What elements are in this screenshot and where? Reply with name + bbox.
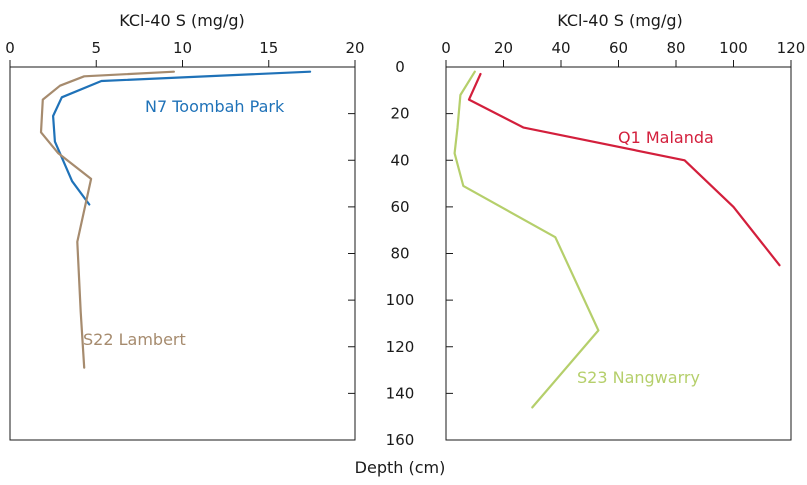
series-line-q1-malanda bbox=[467, 72, 781, 267]
series-label-s23-nangwarry: S23 Nangwarry bbox=[577, 368, 700, 387]
left-x-axis: 0 5 10 15 20 bbox=[5, 39, 365, 441]
left-x-axis-title: KCl-40 S (mg/g) bbox=[119, 11, 244, 30]
y-tick-label: 0 bbox=[395, 58, 405, 76]
right-x-axis: 0 20 40 60 80 100 120 bbox=[441, 39, 806, 441]
x-tick-label: 40 bbox=[551, 39, 570, 57]
right-series-group bbox=[453, 70, 781, 409]
y-tick-label: 20 bbox=[390, 105, 409, 123]
x-tick-label: 0 bbox=[441, 39, 451, 57]
y-tick-label: 160 bbox=[386, 431, 415, 449]
series-line-n7-toombah-park bbox=[51, 70, 312, 206]
left-panel: KCl-40 S (mg/g) 0 5 10 15 20 N7 Toombah Park… bbox=[5, 11, 365, 441]
x-tick-label: 80 bbox=[666, 39, 685, 57]
depth-axis: 0 20 40 60 80 100 120 140 160 bbox=[386, 58, 415, 449]
x-tick-label: 0 bbox=[5, 39, 15, 57]
y-tick-label: 100 bbox=[386, 291, 415, 309]
y-tick-label: 120 bbox=[386, 338, 415, 356]
y-axis-title: Depth (cm) bbox=[355, 458, 446, 477]
right-panel: KCl-40 S (mg/g) 0 20 40 60 80 100 120 Q1 Malan… bbox=[441, 11, 806, 441]
x-tick-label: 100 bbox=[719, 39, 748, 57]
series-label-s22-lambert: S22 Lambert bbox=[83, 330, 186, 349]
x-tick-label: 20 bbox=[345, 39, 364, 57]
series-label-q1-malanda: Q1 Malanda bbox=[618, 128, 714, 147]
x-tick-label: 15 bbox=[259, 39, 278, 57]
series-line-s22-lambert bbox=[39, 70, 175, 369]
y-tick-label: 60 bbox=[390, 198, 409, 216]
y-tick-label: 140 bbox=[386, 384, 415, 402]
right-x-axis-title: KCl-40 S (mg/g) bbox=[557, 11, 682, 30]
series-line-s23-nangwarry bbox=[453, 70, 600, 409]
x-tick-label: 10 bbox=[173, 39, 192, 57]
series-label-n7-toombah-park: N7 Toombah Park bbox=[145, 97, 285, 116]
x-tick-label: 120 bbox=[777, 39, 806, 57]
left-series-group bbox=[39, 70, 312, 369]
y-tick-label: 80 bbox=[390, 245, 409, 263]
x-tick-label: 60 bbox=[609, 39, 628, 57]
y-tick-label: 40 bbox=[390, 151, 409, 169]
x-tick-label: 5 bbox=[91, 39, 101, 57]
left-plot-frame bbox=[9, 66, 356, 441]
x-tick-label: 20 bbox=[494, 39, 513, 57]
